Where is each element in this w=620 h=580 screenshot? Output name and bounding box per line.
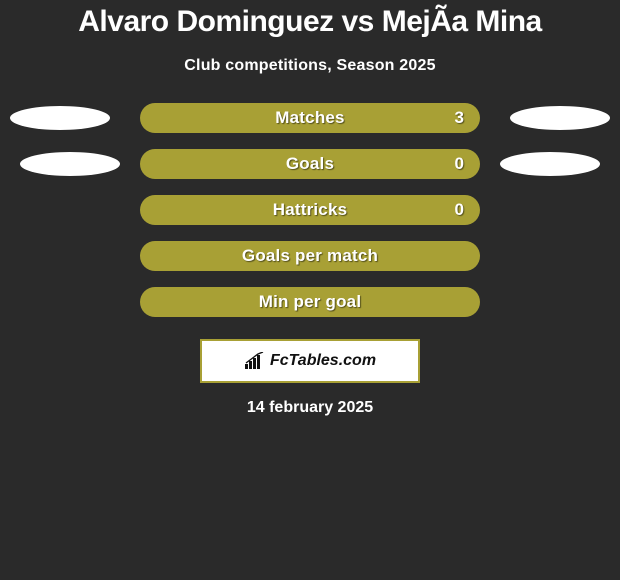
stat-bar: Goals 0 (140, 149, 480, 179)
subtitle: Club competitions, Season 2025 (0, 57, 620, 75)
vs-separator: vs (341, 5, 373, 38)
logo-box: FcTables.com (200, 339, 420, 383)
ellipse-right (500, 152, 600, 176)
stat-value-right: 0 (455, 154, 464, 174)
stat-label: Hattricks (273, 200, 348, 220)
stat-bar: Matches 3 (140, 103, 480, 133)
stat-row-min-per-goal: Min per goal (0, 287, 620, 317)
stat-row-hattricks: Hattricks 0 (0, 195, 620, 225)
stat-bar: Goals per match (140, 241, 480, 271)
stat-label: Goals (286, 154, 334, 174)
stat-value-right: 3 (455, 108, 464, 128)
ellipse-left (10, 106, 110, 130)
bar-chart-icon (244, 352, 266, 370)
page-title: Alvaro Dominguez vs MejÃ­a Mina (0, 5, 620, 39)
player-1-name: Alvaro Dominguez (78, 5, 333, 38)
stat-row-goals: Goals 0 (0, 149, 620, 179)
stat-rows: Matches 3 Goals 0 Hattricks 0 Goals per … (0, 103, 620, 317)
stat-bar: Hattricks 0 (140, 195, 480, 225)
stat-row-matches: Matches 3 (0, 103, 620, 133)
comparison-infographic: Alvaro Dominguez vs MejÃ­a Mina Club com… (0, 0, 620, 417)
stat-bar: Min per goal (140, 287, 480, 317)
ellipse-left (20, 152, 120, 176)
ellipse-right (510, 106, 610, 130)
footer-date: 14 february 2025 (0, 399, 620, 417)
logo-text: FcTables.com (270, 352, 376, 370)
stat-row-goals-per-match: Goals per match (0, 241, 620, 271)
stat-value-right: 0 (455, 200, 464, 220)
player-2-name: MejÃ­a Mina (382, 5, 542, 38)
stat-label: Matches (275, 108, 344, 128)
stat-label: Goals per match (242, 246, 378, 266)
stat-label: Min per goal (259, 292, 362, 312)
